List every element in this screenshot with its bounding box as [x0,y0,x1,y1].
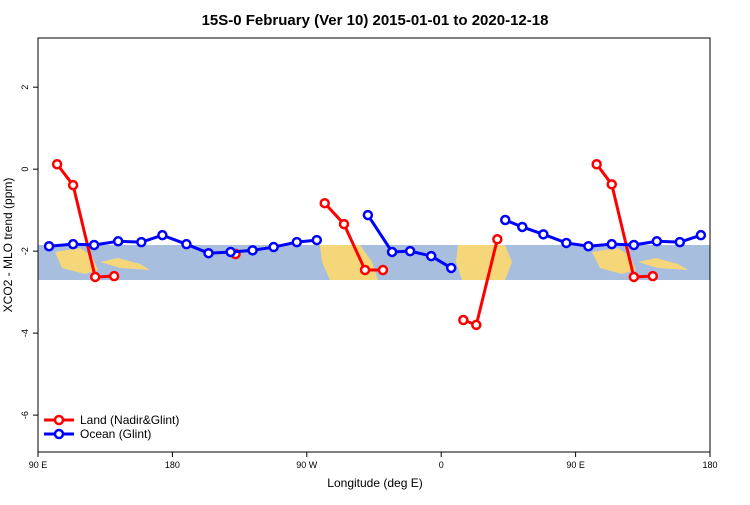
data-point [89,271,101,283]
data-point [157,229,168,241]
series-line [55,163,115,279]
data-point [181,238,192,250]
y-axis-label: XCO2 - MLO trend (ppm) [1,178,15,313]
data-point [538,229,549,240]
x-tick-label: 90 W [296,460,318,470]
data-point [319,197,330,209]
data-point [359,264,371,276]
series-line [323,202,383,272]
data-point [606,238,617,250]
data-point [445,262,457,274]
data-point [67,179,79,191]
series-line [595,163,653,279]
data-point [247,245,258,256]
data-point [291,236,303,248]
y-tick-label: 0 [20,167,30,172]
data-point [695,229,707,241]
series-line [504,218,702,248]
x-tick-label: 90 E [566,460,585,470]
data-point [674,236,686,248]
data-point [203,247,214,259]
data-point [647,270,659,282]
data-point [458,314,469,326]
data-point [338,218,350,230]
data-point [561,237,572,249]
data-point [651,236,663,247]
data-point [136,236,147,248]
data-point [404,245,416,257]
data-point [425,250,437,262]
y-tick-label: -6 [20,411,30,419]
data-point [628,271,640,283]
x-tick-label: 180 [165,460,180,470]
data-point [517,221,528,233]
data-point [377,264,389,276]
data-point [43,240,55,252]
data-point [606,179,617,190]
data-point [362,209,374,221]
legend-label: Ocean (Glint) [80,427,151,441]
data-point [108,270,120,282]
legend-label: Land (Nadir&Glint) [80,413,179,427]
data-point [628,239,640,251]
x-tick-label: 0 [439,460,444,470]
data-point [591,158,602,170]
data-point [51,158,63,170]
y-tick-label: 2 [20,85,30,90]
data-point [225,246,236,258]
data-point [492,234,503,245]
x-tick-label: 90 E [29,460,48,470]
data-point [311,234,323,246]
legend-marker [53,428,65,440]
y-tick-label: -4 [20,329,30,337]
x-tick-label: 180 [702,460,717,470]
map-strip [38,245,710,280]
chart-title: 15S-0 February (Ver 10) 2015-01-01 to 20… [202,12,549,29]
x-axis-label: Longitude (deg E) [327,476,422,490]
data-point [386,246,398,258]
plot-frame [37,37,711,453]
y-tick-label: -2 [20,247,30,255]
data-point [471,319,482,331]
data-point [112,236,124,247]
legend-marker [53,414,65,426]
data-point [268,241,279,253]
data-point [583,240,594,252]
data-point [67,238,79,250]
data-point [500,214,511,226]
data-point [88,239,100,251]
